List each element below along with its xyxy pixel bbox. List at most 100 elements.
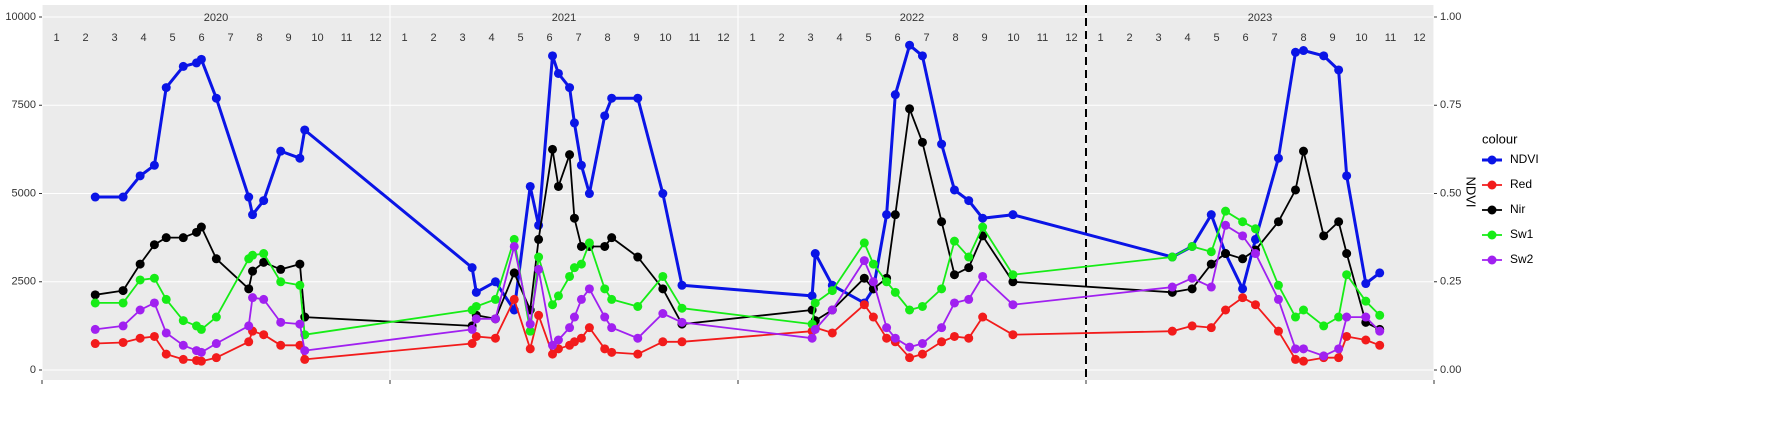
point: [1319, 231, 1329, 241]
point: [300, 125, 310, 135]
point: [905, 342, 915, 352]
point: [534, 310, 544, 320]
point: [509, 268, 519, 278]
month-label: 9: [981, 32, 987, 44]
point: [890, 90, 900, 100]
point: [300, 346, 310, 356]
point: [1334, 312, 1344, 322]
point: [244, 337, 254, 347]
point: [584, 323, 594, 333]
point: [882, 333, 892, 343]
point: [1299, 46, 1308, 56]
point: [1290, 47, 1300, 57]
month-label: 3: [1155, 32, 1161, 44]
point: [937, 284, 947, 294]
point: [827, 286, 837, 296]
point: [978, 222, 988, 232]
y2-tick-label: 1.00: [1440, 11, 1461, 23]
point: [525, 326, 535, 336]
point: [677, 337, 687, 347]
point: [1221, 305, 1231, 315]
point: [1273, 153, 1283, 163]
month-label: 2: [778, 32, 784, 44]
point: [949, 298, 959, 308]
point: [1273, 326, 1283, 336]
point: [509, 241, 519, 251]
month-label: 6: [198, 32, 204, 44]
point: [1290, 344, 1300, 354]
point: [1342, 331, 1352, 341]
point: [467, 324, 477, 334]
point: [548, 349, 558, 359]
point: [937, 337, 947, 347]
point: [905, 104, 915, 114]
month-label: 11: [1037, 32, 1048, 44]
point: [490, 314, 500, 324]
y2-tick-label: 0.75: [1440, 99, 1461, 111]
month-label: 3: [111, 32, 117, 44]
point: [964, 263, 974, 273]
point: [1250, 300, 1260, 310]
month-label: 11: [341, 32, 352, 44]
point: [633, 349, 643, 359]
point: [90, 192, 100, 202]
point: [161, 328, 171, 338]
point: [90, 298, 100, 308]
point: [1342, 312, 1352, 322]
point: [1319, 51, 1329, 61]
point: [196, 222, 206, 232]
point: [827, 328, 837, 338]
point: [807, 291, 817, 301]
point: [859, 273, 869, 283]
point: [149, 160, 159, 170]
point: [890, 210, 900, 220]
point: [882, 323, 892, 333]
point: [658, 337, 668, 347]
y-tick-label: 5000: [12, 187, 36, 199]
point: [859, 256, 869, 266]
month-label: 8: [256, 32, 262, 44]
point: [917, 349, 927, 359]
month-label: 10: [1007, 32, 1019, 44]
point: [917, 339, 927, 349]
legend-label: Sw1: [1510, 227, 1534, 241]
point: [868, 277, 878, 287]
point: [905, 353, 915, 363]
month-label: 4: [836, 32, 842, 44]
point: [259, 294, 269, 304]
point: [677, 303, 687, 313]
point: [248, 250, 258, 260]
point: [1273, 280, 1283, 290]
point: [553, 181, 563, 191]
point: [276, 317, 286, 327]
point: [196, 54, 206, 64]
point: [553, 68, 563, 78]
point: [569, 337, 579, 347]
point: [244, 321, 254, 331]
point: [1319, 321, 1329, 331]
point: [569, 312, 579, 322]
point: [548, 300, 558, 310]
point: [211, 93, 221, 103]
y-tick-label: 10000: [5, 11, 36, 23]
point: [161, 294, 171, 304]
point: [490, 333, 500, 343]
point: [471, 287, 481, 297]
month-label: 1: [401, 32, 407, 44]
point: [1375, 326, 1385, 336]
point: [534, 252, 544, 262]
point: [149, 240, 159, 250]
point: [178, 61, 188, 71]
point: [1319, 351, 1329, 361]
point: [1221, 206, 1231, 216]
point: [490, 277, 500, 287]
point: [178, 233, 188, 243]
point: [576, 333, 586, 343]
month-label: 3: [459, 32, 465, 44]
point: [576, 294, 586, 304]
point: [149, 298, 159, 308]
point: [118, 321, 128, 331]
point: [1008, 300, 1018, 310]
point: [1008, 270, 1018, 280]
point: [1250, 234, 1260, 244]
